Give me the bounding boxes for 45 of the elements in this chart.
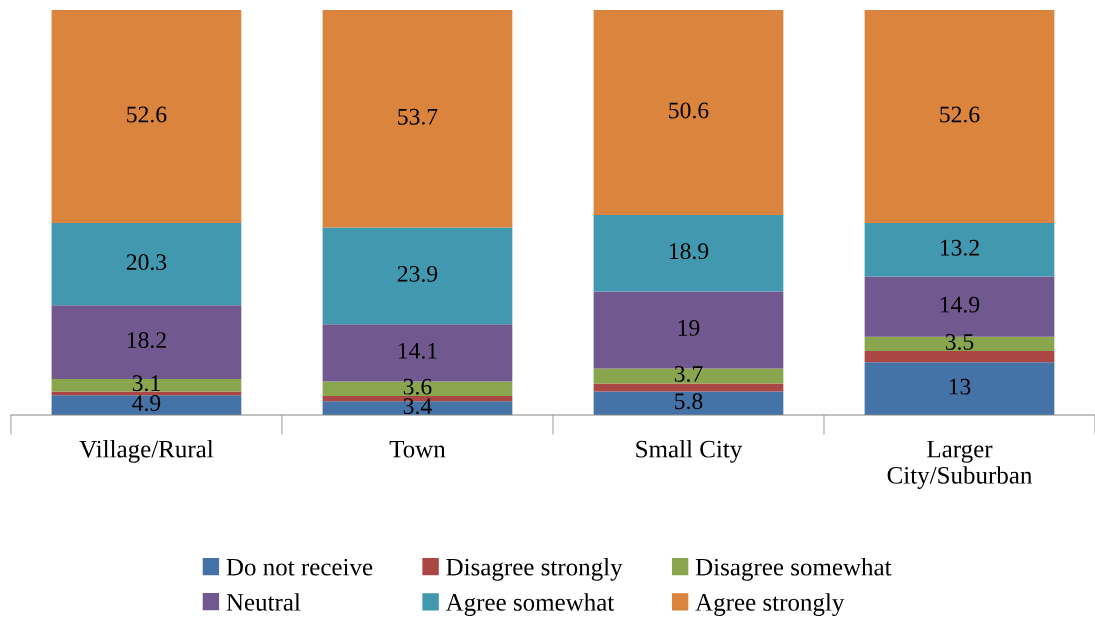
bar (593, 214, 784, 292)
data-label: 3.7 (674, 365, 703, 382)
bar (864, 362, 1055, 415)
bar (322, 227, 513, 325)
bar (593, 383, 784, 392)
bar (322, 10, 513, 228)
legend-label: Disagree somewhat (695, 558, 892, 581)
legend-label: Disagree strongly (446, 558, 623, 581)
data-label: 18.9 (669, 243, 709, 260)
legend-label: Do not receive (226, 558, 373, 576)
bar (864, 336, 1055, 352)
data-label: 3.5 (945, 333, 974, 350)
data-label: 14.9 (940, 296, 980, 313)
bar (864, 223, 1055, 277)
bar (51, 395, 242, 415)
x-tick-label: Larger City/Suburban (887, 440, 1033, 489)
legend-label: Agree somewhat (445, 593, 615, 616)
x-tick-label: Town (389, 440, 446, 458)
data-label: 14.1 (398, 342, 437, 359)
data-label: 3.1 (132, 375, 160, 392)
data-label: 13.2 (940, 239, 979, 256)
data-label: 5.8 (675, 393, 703, 410)
bar (593, 10, 784, 215)
bar (593, 391, 784, 415)
data-label: 3.6 (403, 378, 432, 395)
x-tick-label: Village/Rural (79, 440, 214, 463)
data-label: 4.9 (132, 395, 161, 412)
bar (51, 223, 242, 306)
x-tick-label: Small City (636, 440, 743, 463)
bar (51, 10, 242, 224)
data-label: 18.2 (127, 332, 166, 349)
data-label: 13 (949, 378, 971, 395)
data-label: 19 (678, 319, 700, 336)
bar (593, 368, 784, 384)
bar (864, 10, 1055, 224)
data-label: 50.6 (669, 102, 709, 119)
bar (864, 351, 1055, 363)
data-label: 52.6 (127, 106, 167, 123)
data-label: 23.9 (397, 265, 438, 282)
legend-label: Agree strongly (695, 593, 845, 616)
data-label: 52.6 (940, 106, 980, 123)
data-label: 3.4 (403, 398, 432, 415)
legend-label: Neutral (226, 593, 301, 611)
data-label: 53.7 (398, 108, 438, 125)
data-label: 20.3 (126, 254, 167, 271)
